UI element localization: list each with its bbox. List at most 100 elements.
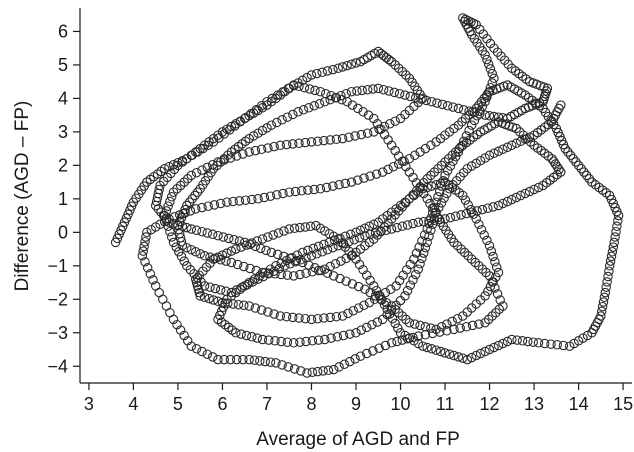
data-point (485, 281, 496, 292)
data-point (219, 155, 229, 165)
data-point (466, 204, 476, 215)
data-point (310, 263, 320, 273)
data-point (312, 68, 322, 79)
data-point (298, 105, 309, 115)
data-point (282, 337, 293, 347)
data-point (431, 197, 441, 207)
data-point (339, 359, 350, 370)
data-point (573, 160, 584, 171)
data-point (485, 82, 496, 93)
data-point (393, 159, 404, 169)
data-point (483, 203, 493, 213)
data-point (426, 344, 437, 354)
data-point (123, 209, 133, 220)
data-point (442, 165, 453, 176)
data-point (402, 220, 413, 230)
data-point (599, 292, 610, 303)
data-point (272, 249, 283, 260)
data-point (138, 246, 148, 256)
data-point (484, 111, 495, 121)
data-point (365, 171, 375, 181)
data-point (202, 349, 213, 359)
data-point (222, 197, 232, 207)
data-point (263, 143, 273, 153)
data-point (351, 58, 361, 68)
data-point (329, 235, 340, 246)
data-point (314, 99, 325, 109)
x-ticks: 3 4 5 6 7 8 9 10 11 12 13 14 15 (84, 383, 633, 414)
data-point (364, 297, 375, 308)
data-point (602, 277, 612, 287)
data-point (325, 94, 335, 105)
data-point (524, 186, 535, 197)
x-tick-label: 7 (262, 394, 272, 414)
data-point (607, 247, 618, 257)
data-point (380, 287, 391, 298)
data-point (325, 135, 335, 145)
data-point (312, 136, 323, 147)
data-point (239, 237, 250, 248)
data-point (309, 184, 319, 195)
data-point (436, 322, 447, 332)
data-point (424, 216, 434, 226)
y-tick-label: −2 (47, 289, 68, 309)
data-point (176, 251, 187, 262)
data-point (440, 348, 450, 358)
data-point (207, 352, 218, 362)
data-point (326, 90, 336, 101)
data-point (356, 325, 367, 335)
data-point (281, 311, 292, 322)
data-point (306, 70, 317, 80)
data-point (392, 336, 402, 347)
data-point (223, 233, 234, 244)
data-point (376, 48, 386, 59)
data-point (601, 282, 611, 292)
data-point (141, 232, 151, 242)
data-point (269, 309, 279, 319)
data-point (173, 220, 183, 230)
data-point (408, 172, 418, 183)
data-point (257, 334, 268, 345)
data-point (182, 200, 192, 211)
y-tick-label: 0 (58, 222, 68, 242)
y-tick-label: 6 (58, 21, 68, 41)
data-point (165, 226, 175, 237)
data-point (384, 86, 394, 96)
data-point (435, 178, 446, 189)
data-point (256, 305, 267, 315)
data-point (415, 259, 425, 269)
data-point (228, 196, 238, 207)
data-point (240, 195, 251, 205)
data-point (432, 98, 442, 108)
data-point (487, 311, 497, 321)
data-point (140, 236, 150, 247)
data-point (413, 217, 424, 228)
data-point (239, 300, 249, 311)
data-point (341, 88, 351, 99)
data-point (186, 244, 197, 255)
data-point (361, 348, 372, 359)
data-point (219, 354, 229, 365)
data-point (356, 129, 367, 140)
data-point (368, 346, 378, 356)
data-point (529, 184, 539, 195)
data-point (334, 362, 344, 372)
data-point (383, 135, 393, 145)
data-point (309, 101, 319, 111)
data-point (571, 157, 581, 167)
data-point (359, 300, 369, 311)
data-point (202, 162, 213, 173)
data-point (469, 107, 480, 118)
data-point (210, 253, 221, 264)
data-point (431, 180, 441, 190)
data-point (192, 187, 203, 197)
data-point (474, 261, 484, 271)
data-point (205, 252, 215, 262)
data-point (277, 360, 287, 370)
data-point (250, 145, 261, 156)
data-point (464, 125, 474, 136)
data-point (271, 261, 281, 271)
data-point (231, 328, 241, 338)
data-point (295, 337, 305, 347)
data-point (360, 284, 370, 295)
